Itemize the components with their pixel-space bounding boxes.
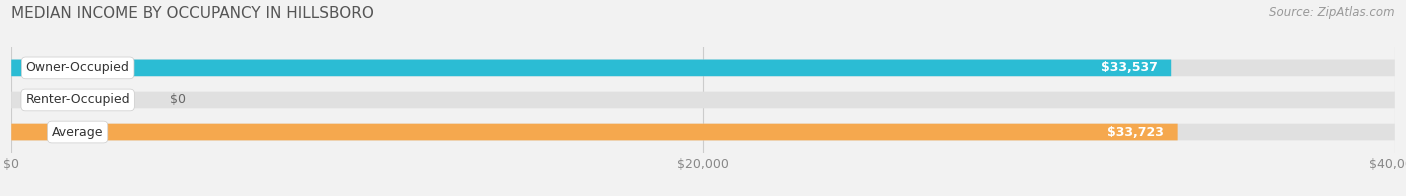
- Text: Owner-Occupied: Owner-Occupied: [25, 61, 129, 74]
- FancyBboxPatch shape: [11, 60, 1171, 76]
- Text: $0: $0: [170, 93, 187, 106]
- Text: $33,723: $33,723: [1107, 125, 1164, 139]
- Text: Source: ZipAtlas.com: Source: ZipAtlas.com: [1270, 6, 1395, 19]
- Text: Renter-Occupied: Renter-Occupied: [25, 93, 129, 106]
- FancyBboxPatch shape: [11, 60, 1395, 76]
- Text: Average: Average: [52, 125, 104, 139]
- Text: MEDIAN INCOME BY OCCUPANCY IN HILLSBORO: MEDIAN INCOME BY OCCUPANCY IN HILLSBORO: [11, 6, 374, 21]
- FancyBboxPatch shape: [11, 124, 1178, 140]
- Text: $33,537: $33,537: [1101, 61, 1157, 74]
- FancyBboxPatch shape: [11, 92, 1395, 108]
- FancyBboxPatch shape: [11, 124, 1395, 140]
